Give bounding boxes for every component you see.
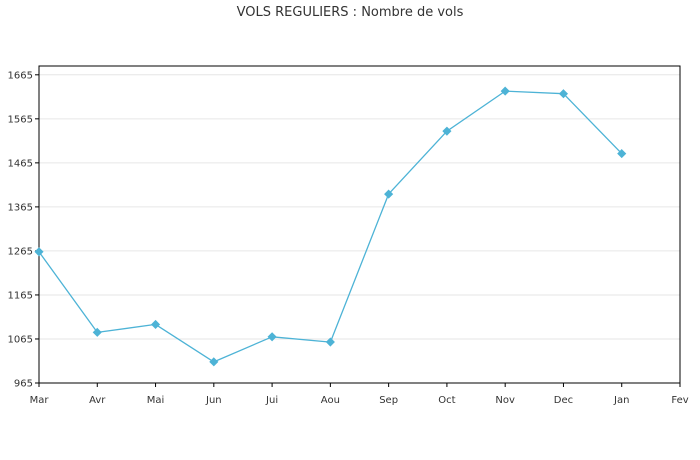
y-tick-label: 1065 (8, 334, 33, 345)
plot-area-frame (38, 65, 681, 384)
data-point (267, 332, 277, 342)
x-tick-label: Jui (265, 395, 278, 406)
y-tick-label: 1465 (8, 158, 33, 169)
series-layer (34, 86, 627, 367)
series-line (38, 90, 623, 363)
x-tick-label: Avr (89, 395, 106, 406)
data-point (558, 89, 569, 99)
x-tick-label: Sep (379, 395, 398, 406)
x-tick-label: Jun (205, 395, 222, 406)
x-tick-label: Oct (438, 395, 455, 406)
grid-lines (39, 74, 680, 340)
data-point (384, 189, 394, 199)
data-point (92, 327, 102, 337)
data-point (617, 149, 627, 159)
x-tick-label: Aou (321, 395, 340, 406)
y-tick-label: 1165 (8, 290, 33, 301)
x-tick-label: Jan (613, 395, 629, 406)
x-tick-label: Dec (554, 395, 573, 406)
x-tick-label: Fev (671, 395, 688, 406)
data-point (34, 247, 44, 257)
x-tick-label: Mai (147, 395, 165, 406)
data-point (209, 357, 219, 367)
y-tick-label: 1365 (8, 202, 33, 213)
y-tick-label: 1665 (8, 70, 33, 81)
data-point (500, 86, 510, 96)
data-point (150, 319, 161, 330)
y-tick-label: 1265 (8, 246, 33, 257)
y-tick-label: 965 (14, 379, 33, 390)
y-tick-label: 1565 (8, 114, 33, 125)
chart-title: VOLS REGULIERS : Nombre de vols (236, 5, 464, 20)
x-tick-label: Nov (495, 395, 515, 406)
data-point (442, 126, 452, 136)
y-axis-ticks: 965 1065 1165 1265 1365 1465 1565 1665 (8, 70, 39, 390)
data-point (325, 337, 335, 347)
x-axis-ticks: Mar Avr Mai Jun Jui Aou Sep Oct Nov Dec Jan Fev (30, 383, 689, 406)
x-tick-label: Mar (30, 395, 50, 406)
